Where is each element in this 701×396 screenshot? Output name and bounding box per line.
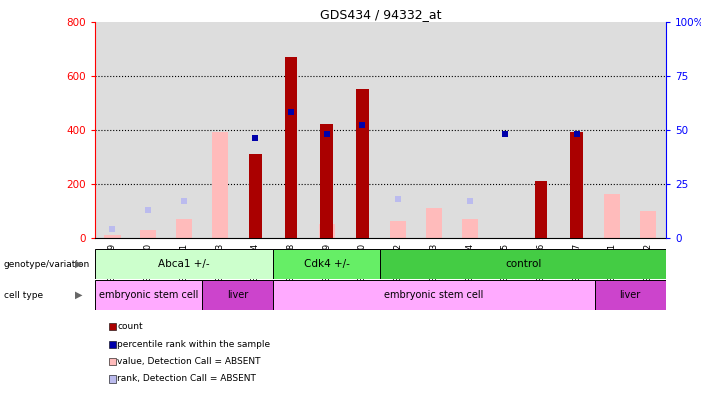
Bar bbox=[640, 211, 656, 238]
Bar bbox=[604, 194, 620, 238]
Bar bbox=[140, 230, 156, 238]
Bar bbox=[571, 132, 583, 238]
Text: liver: liver bbox=[227, 290, 248, 300]
Bar bbox=[594, 280, 666, 310]
Text: count: count bbox=[118, 322, 143, 331]
Bar bbox=[273, 280, 594, 310]
Text: rank, Detection Call = ABSENT: rank, Detection Call = ABSENT bbox=[118, 375, 257, 383]
Text: ▶: ▶ bbox=[75, 259, 83, 269]
Bar bbox=[176, 219, 192, 238]
Bar bbox=[95, 280, 202, 310]
Bar bbox=[426, 208, 442, 238]
Text: embryonic stem cell: embryonic stem cell bbox=[384, 290, 484, 300]
Bar bbox=[535, 181, 547, 238]
Bar bbox=[285, 57, 297, 238]
Text: Cdk4 +/-: Cdk4 +/- bbox=[304, 259, 350, 269]
Text: control: control bbox=[505, 259, 541, 269]
Text: genotype/variation: genotype/variation bbox=[4, 260, 90, 268]
Bar bbox=[249, 154, 261, 238]
Text: cell type: cell type bbox=[4, 291, 43, 299]
Bar bbox=[212, 132, 228, 238]
Bar bbox=[202, 280, 273, 310]
Text: ▶: ▶ bbox=[75, 290, 83, 300]
Text: embryonic stem cell: embryonic stem cell bbox=[99, 290, 198, 300]
Text: liver: liver bbox=[620, 290, 641, 300]
Bar bbox=[319, 224, 335, 238]
Text: Abca1 +/-: Abca1 +/- bbox=[158, 259, 210, 269]
Bar bbox=[380, 249, 666, 279]
Bar bbox=[273, 249, 380, 279]
Bar bbox=[390, 221, 406, 238]
Bar bbox=[356, 89, 369, 238]
Bar bbox=[104, 235, 121, 238]
Bar bbox=[461, 219, 477, 238]
Bar bbox=[320, 124, 333, 238]
Text: percentile rank within the sample: percentile rank within the sample bbox=[118, 340, 271, 348]
Text: value, Detection Call = ABSENT: value, Detection Call = ABSENT bbox=[118, 357, 261, 366]
Title: GDS434 / 94332_at: GDS434 / 94332_at bbox=[320, 8, 441, 21]
Bar bbox=[95, 249, 273, 279]
